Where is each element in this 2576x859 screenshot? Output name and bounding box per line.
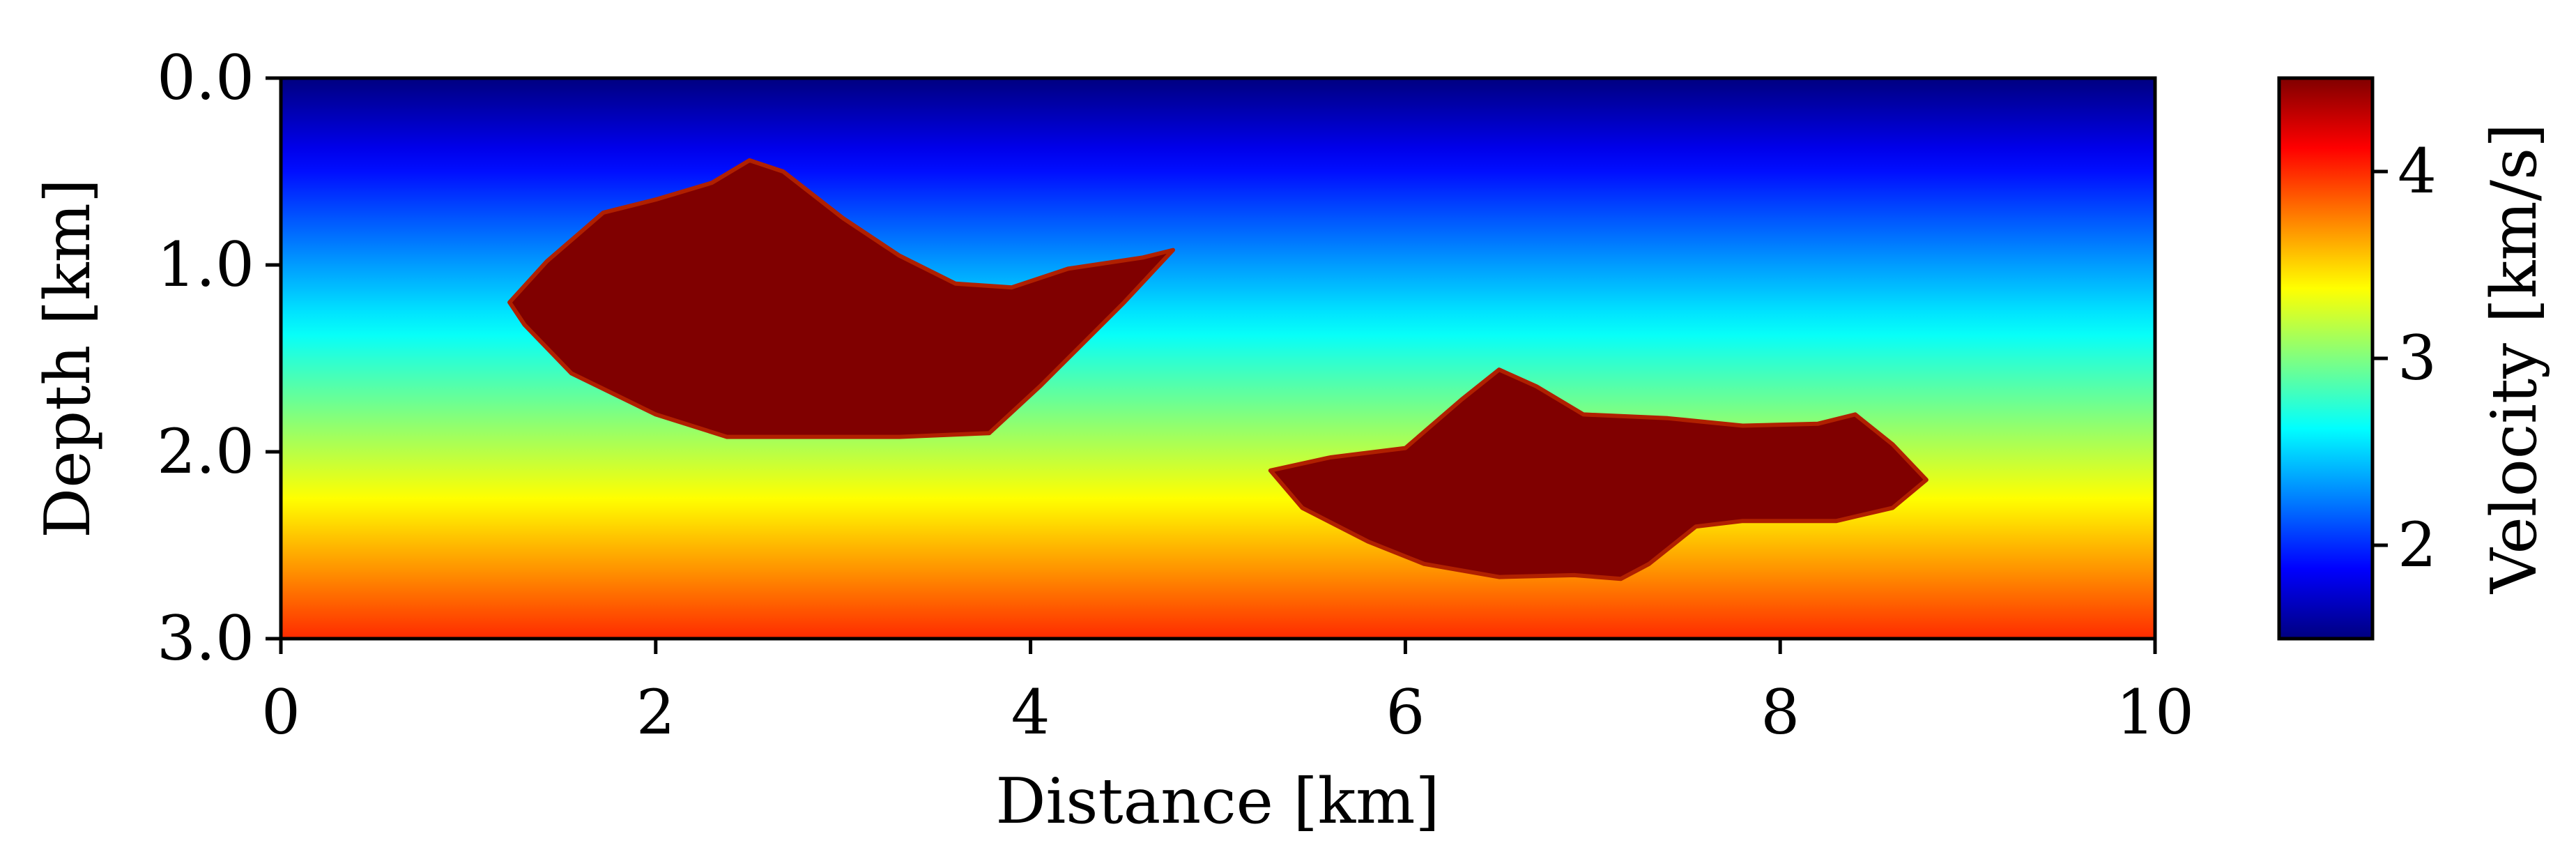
- y-tick-label: 1.0: [157, 229, 254, 301]
- x-tick-label: 2: [636, 676, 675, 748]
- y-tick-label: 2.0: [157, 416, 254, 487]
- x-tick-label: 4: [1011, 676, 1050, 748]
- colorbar-tick-label: 2: [2398, 509, 2437, 581]
- x-tick-label: 8: [1761, 676, 1800, 748]
- colorbar-scale: [2277, 76, 2375, 641]
- y-tick-label: 0.0: [157, 42, 254, 114]
- colorbar-tick-label: 4: [2398, 135, 2437, 207]
- colorbar-ticks: 2 3 4: [2372, 135, 2437, 581]
- high-velocity-anomaly-1: [507, 158, 1175, 439]
- colorbar-tick-label: 3: [2398, 322, 2437, 394]
- x-axis-label: Distance [km]: [995, 765, 1439, 838]
- x-tick-label: 0: [261, 676, 300, 748]
- colorbar-label: Velocity [km/s]: [2478, 123, 2551, 594]
- anomaly-layer: [507, 158, 1929, 581]
- high-velocity-anomaly-2: [1268, 367, 1929, 581]
- y-axis-label: Depth [km]: [31, 178, 105, 538]
- x-axis-ticks: 0 2 4 6 8 10: [261, 639, 2194, 748]
- x-tick-label: 10: [2116, 676, 2194, 748]
- y-axis-ticks: 0.0 1.0 2.0 3.0: [157, 42, 281, 674]
- colorbar: 2 3 4 Velocity [km/s]: [2277, 76, 2551, 641]
- x-tick-label: 6: [1386, 676, 1425, 748]
- plot-area: [279, 76, 2157, 641]
- y-tick-label: 3.0: [157, 602, 254, 674]
- plot-frame: [279, 76, 2157, 641]
